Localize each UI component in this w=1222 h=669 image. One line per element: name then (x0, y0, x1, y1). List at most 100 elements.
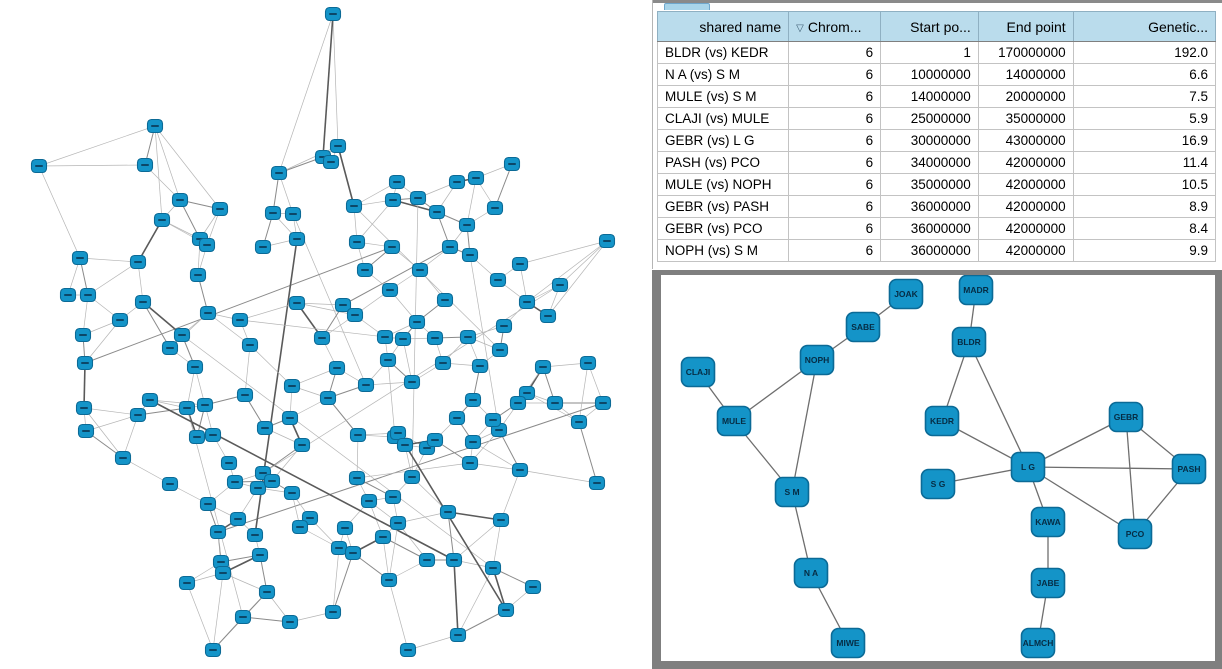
network-node[interactable] (570, 414, 588, 430)
network-node[interactable] (346, 307, 364, 323)
node-shape[interactable] (1020, 627, 1056, 659)
network-node-kedr[interactable]: KEDR (924, 405, 960, 437)
network-node[interactable] (241, 337, 259, 353)
network-node[interactable] (495, 318, 513, 334)
table-row[interactable]: GEBR (vs) PCO 6 36000000 42000000 8.4 (656, 217, 1217, 240)
network-node[interactable] (258, 584, 276, 600)
table-row[interactable]: NOPH (vs) S M 6 36000000 42000000 9.9 (656, 239, 1217, 262)
network-node[interactable] (270, 165, 288, 181)
network-node[interactable] (394, 331, 412, 347)
network-node[interactable] (439, 504, 457, 520)
node-shape[interactable] (680, 356, 716, 388)
network-node[interactable] (534, 359, 552, 375)
network-node[interactable] (319, 390, 337, 406)
network-node[interactable] (226, 474, 244, 490)
network-node[interactable] (234, 609, 252, 625)
network-node[interactable] (434, 355, 452, 371)
network-node[interactable] (186, 359, 204, 375)
network-node[interactable] (384, 489, 402, 505)
network-node[interactable] (409, 190, 427, 206)
node-shape[interactable] (924, 405, 960, 437)
network-node-pco[interactable]: PCO (1117, 518, 1153, 550)
network-node[interactable] (153, 212, 171, 228)
network-node[interactable] (71, 250, 89, 266)
node-shape[interactable] (1171, 453, 1207, 485)
network-node[interactable] (284, 206, 302, 222)
network-node-l-g[interactable]: L G (1010, 451, 1046, 483)
network-edge[interactable] (1027, 466, 1136, 535)
node-shape[interactable] (716, 405, 752, 437)
network-node[interactable] (374, 529, 392, 545)
filter-icon[interactable]: ▽ (796, 22, 804, 34)
network-node[interactable] (376, 329, 394, 345)
network-node[interactable] (388, 174, 406, 190)
network-node[interactable] (246, 527, 264, 543)
network-node[interactable] (74, 327, 92, 343)
network-node[interactable] (264, 205, 282, 221)
network-node[interactable] (198, 237, 216, 253)
node-shape[interactable] (951, 326, 987, 358)
network-node[interactable] (486, 200, 504, 216)
network-node[interactable] (199, 305, 217, 321)
column-header-3[interactable]: End point (977, 11, 1074, 42)
network-node[interactable] (188, 429, 206, 445)
network-node[interactable] (254, 239, 272, 255)
network-node[interactable] (263, 473, 281, 489)
network-node[interactable] (336, 520, 354, 536)
network-node[interactable] (441, 239, 459, 255)
network-node[interactable] (178, 400, 196, 416)
network-node-gebr[interactable]: GEBR (1108, 401, 1144, 433)
network-node-sabe[interactable]: SABE (845, 311, 881, 343)
network-node[interactable] (330, 540, 348, 556)
network-node[interactable] (464, 392, 482, 408)
network-node[interactable] (408, 314, 426, 330)
network-node[interactable] (283, 378, 301, 394)
network-node[interactable] (293, 437, 311, 453)
network-node[interactable] (509, 395, 527, 411)
network-node[interactable] (489, 272, 507, 288)
network-node[interactable] (348, 234, 366, 250)
network-node[interactable] (288, 295, 306, 311)
network-node[interactable] (384, 192, 402, 208)
node-shape[interactable] (1030, 506, 1066, 538)
network-node[interactable] (283, 485, 301, 501)
node-shape[interactable] (920, 468, 956, 500)
network-node[interactable] (204, 642, 222, 658)
network-node[interactable] (461, 247, 479, 263)
network-node[interactable] (436, 292, 454, 308)
node-shape[interactable] (1030, 567, 1066, 599)
node-shape[interactable] (799, 344, 835, 376)
network-node[interactable] (594, 395, 612, 411)
network-node[interactable] (426, 330, 444, 346)
network-node[interactable] (448, 410, 466, 426)
network-node[interactable] (383, 239, 401, 255)
network-node[interactable] (418, 552, 436, 568)
network-node[interactable] (220, 455, 238, 471)
network-node[interactable] (380, 572, 398, 588)
node-shape[interactable] (958, 275, 994, 306)
network-node[interactable] (396, 437, 414, 453)
network-node[interactable] (291, 519, 309, 535)
table-row[interactable]: BLDR (vs) KEDR 6 1 170000000 192.0 (656, 41, 1217, 64)
network-node[interactable] (389, 425, 407, 441)
network-node[interactable] (459, 329, 477, 345)
network-node[interactable] (511, 462, 529, 478)
network-node-s-m[interactable]: S M (774, 476, 810, 508)
network-node[interactable] (161, 340, 179, 356)
node-shape[interactable] (830, 627, 866, 659)
network-node-noph[interactable]: NOPH (799, 344, 835, 376)
network-node[interactable] (349, 427, 367, 443)
network-node[interactable] (111, 312, 129, 328)
node-shape[interactable] (774, 476, 810, 508)
network-node[interactable] (497, 602, 515, 618)
table-row[interactable]: GEBR (vs) PASH 6 36000000 42000000 8.9 (656, 195, 1217, 218)
column-header-0[interactable]: shared name (656, 11, 790, 42)
network-node[interactable] (114, 450, 132, 466)
network-node[interactable] (79, 287, 97, 303)
column-header-4[interactable]: Genetic... (1072, 11, 1217, 42)
network-node[interactable] (324, 604, 342, 620)
network-node[interactable] (461, 455, 479, 471)
network-node[interactable] (484, 412, 502, 428)
network-node[interactable] (328, 360, 346, 376)
network-node[interactable] (214, 565, 232, 581)
